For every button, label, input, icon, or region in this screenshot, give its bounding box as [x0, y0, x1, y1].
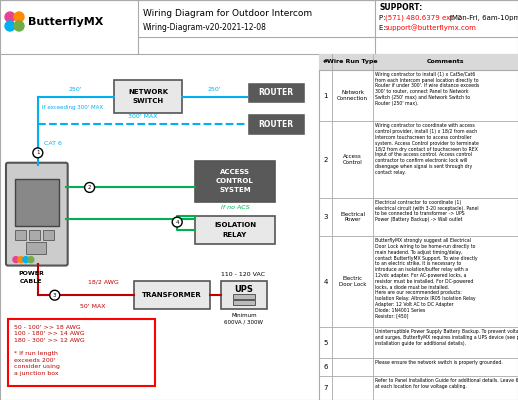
Bar — [15, 230, 26, 240]
Circle shape — [84, 182, 95, 192]
Circle shape — [172, 217, 182, 227]
Bar — [114, 80, 182, 113]
Bar — [195, 216, 275, 244]
Text: 1: 1 — [323, 93, 328, 99]
Text: #: # — [323, 60, 328, 64]
Text: 1: 1 — [36, 150, 39, 155]
Bar — [319, 54, 518, 70]
Bar — [233, 294, 255, 299]
Text: SWITCH: SWITCH — [133, 98, 164, 104]
Text: UPS: UPS — [235, 285, 253, 294]
Bar — [233, 300, 255, 305]
Text: Wiring contractor to coordinate with access
control provider, install (1) x 18/2: Wiring contractor to coordinate with acc… — [375, 124, 479, 175]
Text: RELAY: RELAY — [223, 232, 247, 238]
Text: POWER: POWER — [18, 272, 44, 276]
Text: 5: 5 — [323, 340, 328, 346]
Circle shape — [14, 21, 24, 31]
Text: 3: 3 — [323, 214, 328, 220]
Text: Refer to Panel Installation Guide for additional details. Leave 6' service loop
: Refer to Panel Installation Guide for ad… — [375, 378, 518, 389]
Text: Electrical contractor to coordinate (1)
electrical circuit (with 3-20 receptacle: Electrical contractor to coordinate (1) … — [375, 200, 479, 222]
Bar — [15, 178, 59, 226]
Text: Minimum: Minimum — [231, 313, 257, 318]
Text: 6: 6 — [323, 364, 328, 370]
Text: Please ensure the network switch is properly grounded.: Please ensure the network switch is prop… — [375, 360, 502, 365]
Bar — [221, 281, 267, 309]
Text: Wiring-Diagram-v20-2021-12-08: Wiring-Diagram-v20-2021-12-08 — [143, 24, 267, 32]
Text: 50 - 100' >> 18 AWG
100 - 180' >> 14 AWG
180 - 300' >> 12 AWG

* If run length
e: 50 - 100' >> 18 AWG 100 - 180' >> 14 AWG… — [14, 325, 84, 376]
Circle shape — [50, 290, 60, 300]
Circle shape — [14, 12, 24, 22]
Text: 7: 7 — [323, 385, 328, 391]
Text: 300' MAX: 300' MAX — [127, 114, 157, 119]
Circle shape — [5, 21, 15, 31]
Text: Access
Control: Access Control — [343, 154, 363, 165]
Text: CONTROL: CONTROL — [216, 178, 254, 184]
Text: E:: E: — [379, 25, 388, 31]
Text: If no ACS: If no ACS — [221, 205, 249, 210]
Text: 50' MAX: 50' MAX — [80, 304, 105, 309]
Text: ROUTER: ROUTER — [258, 120, 293, 129]
Text: 110 - 120 VAC: 110 - 120 VAC — [221, 272, 265, 278]
Text: TRANSFORMER: TRANSFORMER — [142, 292, 202, 298]
Bar — [8, 319, 155, 386]
Bar — [29, 230, 40, 240]
Text: ButterflyMX strongly suggest all Electrical
Door Lock wiring to be home-run dire: ButterflyMX strongly suggest all Electri… — [375, 238, 478, 318]
Text: Wire Run Type: Wire Run Type — [327, 60, 378, 64]
Circle shape — [5, 12, 15, 22]
Text: 18/2 AWG: 18/2 AWG — [88, 279, 118, 284]
Text: Electric
Door Lock: Electric Door Lock — [339, 276, 366, 287]
Circle shape — [23, 257, 29, 262]
Circle shape — [18, 257, 24, 262]
Text: 4: 4 — [176, 220, 179, 224]
Text: Wiring Diagram for Outdoor Intercom: Wiring Diagram for Outdoor Intercom — [143, 10, 312, 18]
Text: ACCESS: ACCESS — [220, 169, 250, 175]
Text: CAT 6: CAT 6 — [44, 141, 62, 146]
Text: 3: 3 — [53, 293, 56, 298]
Text: Uninterruptible Power Supply Battery Backup. To prevent voltage drops
and surges: Uninterruptible Power Supply Battery Bac… — [375, 329, 518, 346]
Bar — [247, 82, 305, 104]
Text: ButterflyMX: ButterflyMX — [28, 17, 104, 27]
Text: 250': 250' — [69, 86, 82, 92]
Circle shape — [28, 257, 34, 262]
Text: Comments: Comments — [427, 60, 464, 64]
Text: ROUTER: ROUTER — [258, 88, 293, 97]
Circle shape — [13, 257, 19, 262]
Bar — [195, 161, 275, 202]
Circle shape — [33, 148, 43, 158]
Text: NETWORK: NETWORK — [128, 88, 168, 94]
Bar — [26, 242, 46, 254]
Text: 250': 250' — [207, 86, 221, 92]
Bar — [247, 113, 305, 135]
Text: Wiring contractor to install (1) x Cat5e/Cat6
from each Intercom panel location : Wiring contractor to install (1) x Cat5e… — [375, 72, 479, 106]
Text: CABLE: CABLE — [20, 279, 42, 284]
Text: If exceeding 300' MAX: If exceeding 300' MAX — [42, 105, 103, 110]
Text: support@butterflymx.com: support@butterflymx.com — [385, 25, 477, 31]
Text: 2: 2 — [323, 157, 328, 163]
Text: SYSTEM: SYSTEM — [219, 188, 251, 194]
Text: 600VA / 300W: 600VA / 300W — [224, 320, 264, 325]
Text: ISOLATION: ISOLATION — [214, 222, 256, 228]
Text: Network
Connection: Network Connection — [337, 90, 368, 101]
Text: Electrical
Power: Electrical Power — [340, 212, 365, 222]
Text: (571) 480.6379 ext. 2: (571) 480.6379 ext. 2 — [385, 15, 462, 21]
FancyBboxPatch shape — [6, 163, 68, 266]
Text: SUPPORT:: SUPPORT: — [379, 4, 422, 12]
Bar — [43, 230, 54, 240]
Text: 2: 2 — [88, 185, 91, 190]
Text: 4: 4 — [323, 279, 328, 285]
Text: P:: P: — [379, 15, 388, 21]
Text: (Mon-Fri, 6am-10pm EST): (Mon-Fri, 6am-10pm EST) — [447, 15, 518, 21]
Bar — [134, 281, 210, 309]
